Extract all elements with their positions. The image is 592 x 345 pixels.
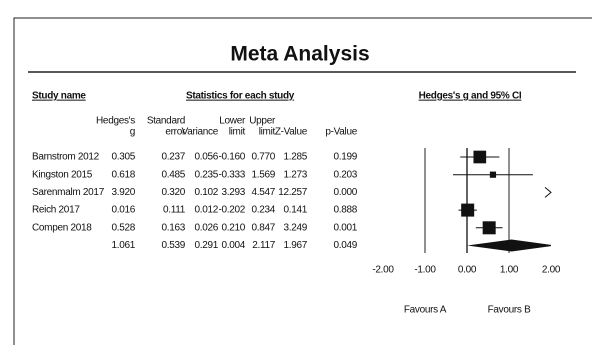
cell: 0.199 (333, 152, 357, 163)
stats-header: Statistics for each study (186, 91, 295, 102)
x-tick-label: -1.00 (414, 265, 436, 276)
summary-diamond (467, 239, 551, 252)
cell: 0.847 (251, 222, 275, 233)
left-label: Favours A (404, 305, 447, 316)
column-header: Lower (219, 116, 246, 127)
column-header: error (165, 127, 186, 138)
cell: 0.235 (194, 169, 218, 180)
cell: 12.257 (278, 187, 308, 198)
cell: 0.203 (333, 169, 357, 180)
cell: 1.285 (283, 152, 307, 163)
study-name: Reich 2017 (32, 205, 80, 216)
cell: 0.234 (251, 205, 275, 216)
cell: 0.539 (161, 240, 185, 251)
point-estimate (461, 203, 475, 217)
cell: 1.273 (283, 169, 307, 180)
cell: 1.061 (111, 240, 135, 251)
cell: 1.967 (283, 240, 307, 251)
x-tick-label: -2.00 (372, 265, 394, 276)
cell: -0.333 (218, 169, 245, 180)
point-estimate (473, 150, 487, 164)
cell: 0.056 (194, 152, 218, 163)
cell: 0.210 (221, 222, 245, 233)
column-header: Standard (147, 116, 185, 127)
frame (13, 17, 592, 345)
cell: 0.004 (221, 240, 245, 251)
study-header: Study name (32, 91, 86, 102)
column-header: Variance (182, 127, 219, 138)
cell: 0.618 (111, 169, 135, 180)
cell: 3.920 (111, 187, 135, 198)
cell: 2.117 (252, 240, 276, 251)
cell: 0.485 (161, 169, 185, 180)
cell: 0.102 (194, 187, 218, 198)
cell: 0.012 (194, 205, 218, 216)
x-tick-label: 0.00 (458, 265, 477, 276)
x-tick-label: 2.00 (542, 265, 561, 276)
cell: 0.528 (111, 222, 135, 233)
column-header: p-Value (325, 127, 357, 138)
column-header: Upper (249, 116, 276, 127)
ci-arrow (544, 187, 552, 198)
cell: 3.249 (283, 222, 307, 233)
cell: 0.305 (111, 152, 135, 163)
point-estimate (489, 171, 497, 178)
column-header: Hedges's (96, 116, 135, 127)
cell: 0.111 (163, 205, 186, 216)
study-name: Sarenmalm 2017 (32, 187, 105, 198)
cell: 0.237 (161, 152, 185, 163)
study-name: Kingston 2015 (32, 169, 93, 180)
cell: 0.141 (283, 205, 307, 216)
right-label: Favours B (488, 305, 532, 316)
column-header: limit (259, 127, 276, 138)
column-header: limit (229, 127, 246, 138)
cell: 0.770 (251, 152, 275, 163)
cell: 0.016 (111, 205, 135, 216)
point-estimate (482, 221, 496, 235)
cell: 4.547 (251, 187, 275, 198)
cell: 0.888 (333, 205, 357, 216)
x-tick-label: 1.00 (500, 265, 519, 276)
cell: -0.202 (218, 205, 245, 216)
study-name: Compen 2018 (32, 222, 92, 233)
cell: 0.049 (333, 240, 357, 251)
column-header: Z-Value (275, 127, 308, 138)
cell: 0.320 (161, 187, 185, 198)
cell: 0.291 (194, 240, 218, 251)
cell: 0.000 (333, 187, 357, 198)
plot-header: Hedges's g and 95% CI (419, 91, 522, 102)
study-name: Barnstrom 2012 (32, 152, 100, 163)
chart-title: Meta Analysis (230, 43, 369, 66)
cell: 1.569 (251, 169, 275, 180)
cell: 0.026 (194, 222, 218, 233)
cell: 0.001 (333, 222, 357, 233)
column-header: g (130, 127, 135, 138)
cell: -0.160 (218, 152, 245, 163)
plot-area (453, 150, 551, 252)
cell: 0.163 (161, 222, 185, 233)
cell: 3.293 (221, 187, 245, 198)
